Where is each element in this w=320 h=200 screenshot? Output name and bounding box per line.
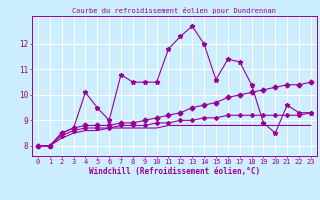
Title: Courbe du refroidissement éolien pour Dundrennan: Courbe du refroidissement éolien pour Du…	[72, 7, 276, 14]
X-axis label: Windchill (Refroidissement éolien,°C): Windchill (Refroidissement éolien,°C)	[89, 167, 260, 176]
